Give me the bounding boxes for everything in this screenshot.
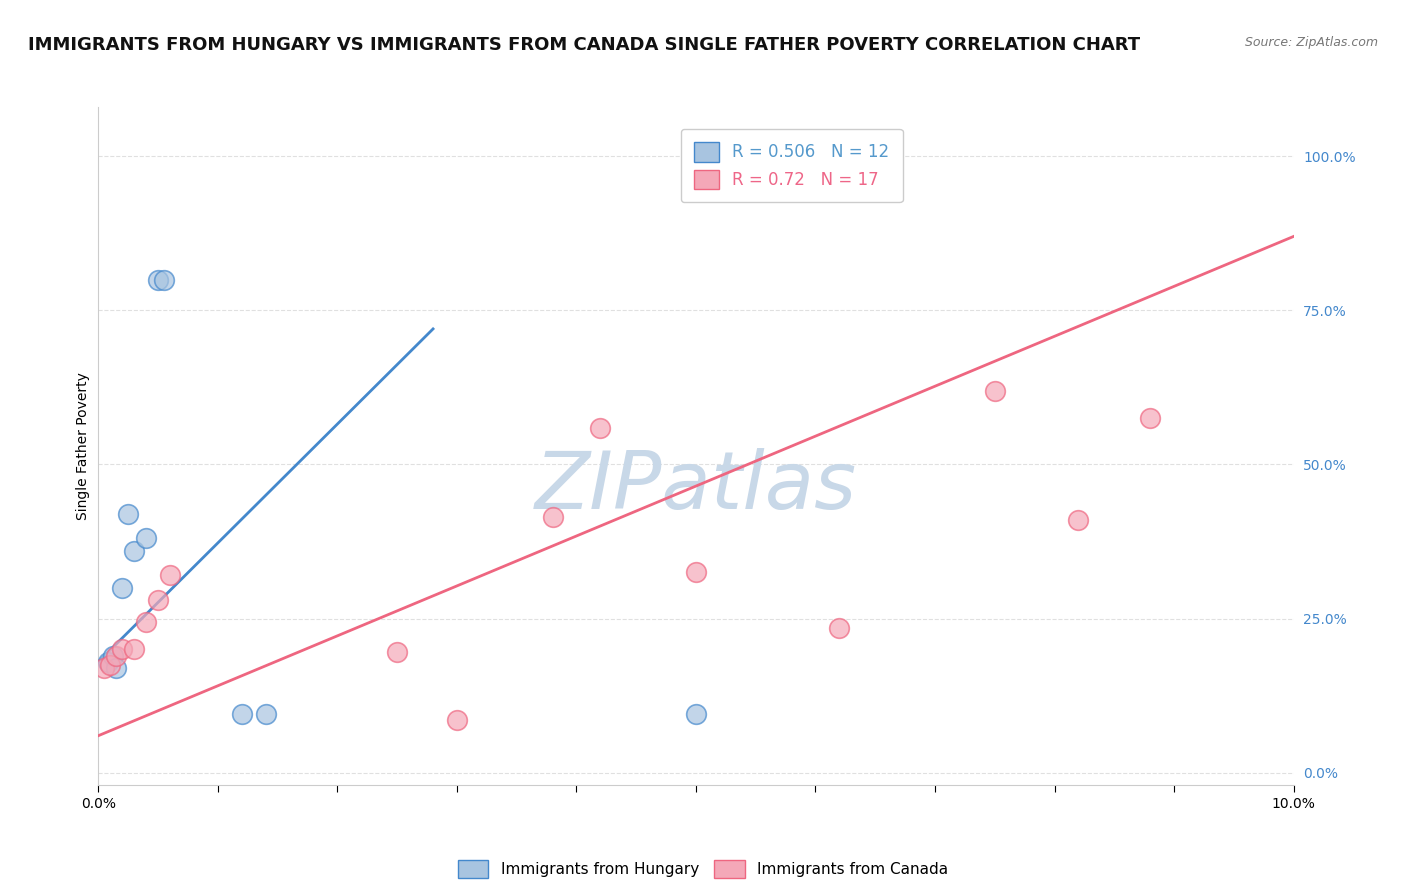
Point xyxy=(124,543,146,558)
Point xyxy=(93,661,115,675)
Point xyxy=(105,661,128,675)
Point xyxy=(153,272,176,286)
Point xyxy=(984,384,1007,398)
Point xyxy=(148,272,170,286)
Text: ZIPatlas: ZIPatlas xyxy=(534,448,858,525)
Point xyxy=(446,713,468,727)
Point xyxy=(254,707,277,722)
Point xyxy=(685,566,707,580)
Point xyxy=(541,509,564,524)
Point xyxy=(159,568,181,582)
Point xyxy=(111,581,134,595)
Point xyxy=(231,707,253,722)
Legend: Immigrants from Hungary, Immigrants from Canada: Immigrants from Hungary, Immigrants from… xyxy=(451,854,955,884)
Point xyxy=(97,655,120,669)
Text: IMMIGRANTS FROM HUNGARY VS IMMIGRANTS FROM CANADA SINGLE FATHER POVERTY CORRELAT: IMMIGRANTS FROM HUNGARY VS IMMIGRANTS FR… xyxy=(28,36,1140,54)
Point xyxy=(117,507,139,521)
Point xyxy=(98,657,122,672)
Point xyxy=(111,642,134,657)
Text: Source: ZipAtlas.com: Source: ZipAtlas.com xyxy=(1244,36,1378,49)
Point xyxy=(1139,411,1161,425)
Legend: R = 0.506   N = 12, R = 0.72   N = 17: R = 0.506 N = 12, R = 0.72 N = 17 xyxy=(681,129,903,202)
Point xyxy=(101,648,124,663)
Y-axis label: Single Father Poverty: Single Father Poverty xyxy=(76,372,90,520)
Point xyxy=(1067,513,1090,527)
Point xyxy=(135,615,157,629)
Point xyxy=(385,645,409,659)
Point xyxy=(124,642,146,657)
Point xyxy=(148,593,170,607)
Point xyxy=(828,621,851,635)
Point xyxy=(105,648,128,663)
Point xyxy=(685,707,707,722)
Point xyxy=(135,532,157,546)
Point xyxy=(589,420,612,434)
